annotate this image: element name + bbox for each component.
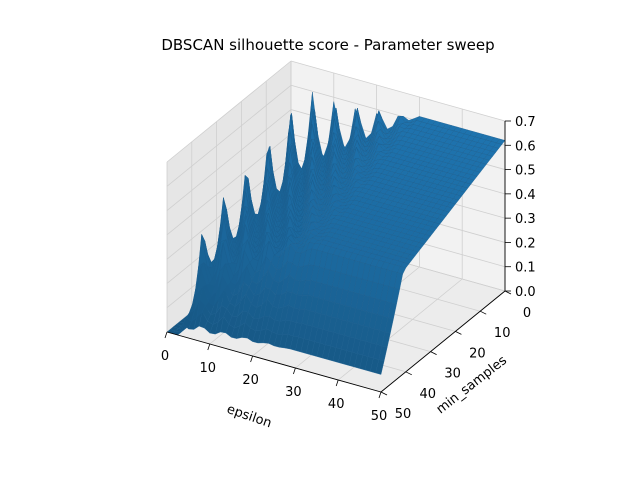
z-tick-label: 0.6 (515, 139, 536, 154)
x-tick-label: 40 (328, 397, 345, 412)
x-tick-label: 20 (242, 373, 259, 388)
x-tick-mark (164, 331, 168, 339)
axes-lines (166, 121, 506, 393)
x-tick-mark (293, 367, 296, 375)
z-grid-back (290, 60, 506, 122)
z-grid-left (166, 109, 292, 211)
y-tick-label: 0 (523, 306, 531, 321)
x-tick-label: 50 (371, 409, 388, 424)
y-tick-mark (455, 331, 462, 335)
y-axis-line (380, 290, 506, 393)
x-tick-mark (378, 391, 382, 399)
y-tick-label: 10 (494, 326, 511, 341)
y-tick-mark (380, 391, 388, 396)
left-pane (167, 61, 291, 332)
y-tick-label: 40 (420, 387, 437, 402)
x-axis-line (166, 331, 382, 393)
z-tick-label: 0.2 (515, 236, 536, 251)
z-tick-label: 0.4 (515, 188, 536, 203)
x-tick-mark (207, 343, 211, 351)
z-tick-label: 0.7 (515, 115, 536, 130)
z-tick-label: 0.1 (515, 261, 536, 276)
y-tick-label: 30 (444, 367, 461, 382)
z-tick-label: 0.5 (515, 164, 536, 179)
y-axis-label: min_samples (434, 353, 510, 417)
z-tick-label: 0.0 (515, 285, 536, 300)
x-tick-mark (250, 355, 253, 363)
y-tick-label: 20 (469, 346, 486, 361)
x-axis-label: epsilon (225, 402, 274, 431)
z-grid-left (166, 84, 292, 187)
tick-labels: 0 10 20 30 40 50 0 10 20 30 40 50 0.0 0.1 0.2 0.3 0.4 0.5… (161, 115, 536, 424)
y-tick-mark (405, 371, 412, 376)
y-tick-mark (504, 290, 512, 295)
z-grid-left (166, 60, 292, 163)
chart-title: DBSCAN silhouette score - Parameter swee… (161, 36, 494, 54)
y-tick-mark (430, 351, 437, 355)
y-tick-label: 50 (395, 407, 412, 422)
x-tick-mark (335, 379, 339, 387)
z-tick-label: 0.3 (515, 212, 536, 227)
x-tick-label: 0 (161, 349, 169, 364)
x-tick-label: 10 (200, 361, 217, 376)
x-tick-label: 30 (285, 385, 302, 400)
surface-patch (375, 359, 385, 375)
y-tick-mark (480, 310, 487, 315)
surface-plot (166, 92, 506, 375)
